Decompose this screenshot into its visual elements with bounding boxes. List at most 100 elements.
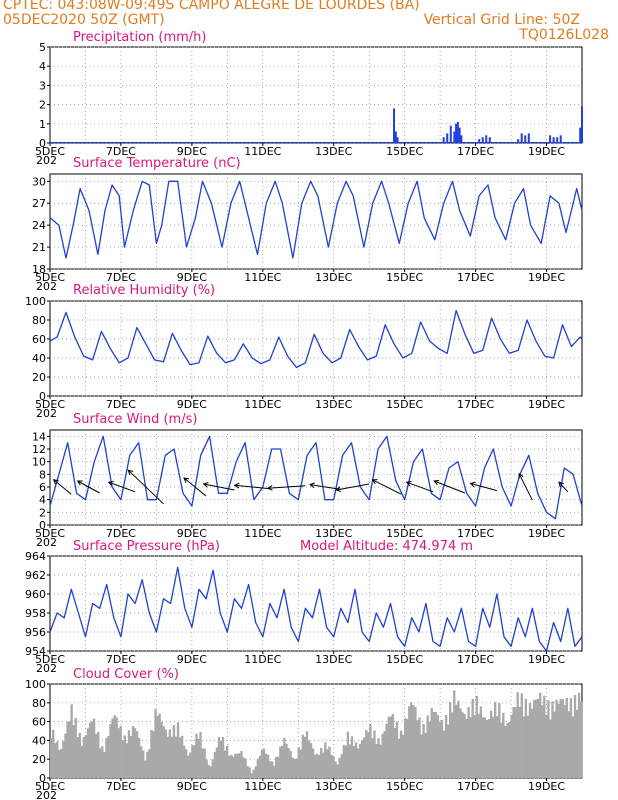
- y-tick-label: 18: [32, 263, 46, 276]
- cloud-bar: [473, 715, 476, 778]
- panel-title-humidity: Relative Humidity (%): [73, 283, 216, 298]
- cloud-bar: [309, 743, 313, 778]
- cloud-bar: [275, 756, 278, 778]
- cloud-bar: [60, 748, 63, 778]
- cloud-bar: [178, 737, 182, 778]
- cloud-bar: [164, 729, 167, 778]
- cloud-bar: [477, 713, 480, 778]
- cloud-bar: [82, 736, 86, 778]
- cloud-bar: [577, 692, 581, 778]
- x-year-label: 202: [36, 280, 57, 293]
- precip-bar: [449, 125, 452, 143]
- wind-arrow-head: [266, 485, 273, 491]
- cloud-bar: [496, 716, 499, 778]
- cloud-bar: [358, 743, 362, 778]
- y-tick-label: 4: [39, 494, 46, 507]
- cloud-bar: [420, 734, 423, 778]
- cloud-bar: [260, 749, 264, 778]
- cloud-bar: [324, 742, 327, 778]
- x-tick-label: 13DEC: [315, 780, 352, 793]
- x-tick-label: 7DEC: [106, 780, 136, 793]
- cloud-bar: [348, 744, 352, 778]
- x-tick-label: 5DEC: [35, 653, 65, 666]
- wind-arrow: [558, 481, 569, 493]
- cloud-bar: [68, 721, 71, 778]
- cloud-bar: [465, 718, 468, 778]
- cloud-bar: [426, 715, 429, 778]
- cloud-bar: [403, 718, 407, 778]
- x-tick-label: 11DEC: [244, 271, 281, 284]
- cloud-bar: [322, 752, 325, 778]
- model-altitude-label: Model Altitude: 474.974 m: [300, 539, 474, 554]
- cloud-bar: [105, 738, 108, 778]
- cloud-bar: [113, 715, 116, 778]
- wind-arrow: [53, 479, 72, 495]
- cloud-bar: [64, 733, 67, 778]
- cloud-bar: [338, 757, 341, 778]
- x-tick-label: 11DEC: [244, 653, 281, 666]
- wind-arrow-head: [558, 481, 564, 488]
- plot-frame: [49, 173, 583, 270]
- precip-bar: [485, 135, 488, 143]
- x-tick-label: 7DEC: [106, 398, 136, 411]
- cloud-bar: [305, 731, 309, 778]
- cloud-bar: [536, 698, 540, 778]
- cloud-bar: [387, 716, 390, 778]
- cloud-bar: [475, 695, 478, 778]
- precip-bar: [488, 137, 491, 143]
- wind-arrow-head: [469, 481, 476, 488]
- x-tick-label: 7DEC: [106, 271, 136, 284]
- y-tick-label: 20: [32, 753, 46, 766]
- wind-arrow-head: [518, 472, 524, 479]
- cloud-bar: [446, 724, 450, 778]
- y-tick-label: 27: [32, 197, 46, 210]
- cloud-bar: [289, 750, 292, 778]
- y-tick-label: 2: [39, 99, 46, 112]
- cloud-bar: [567, 711, 571, 778]
- cloud-bar: [350, 736, 354, 778]
- cloud-bar: [367, 732, 370, 778]
- cloud-bar: [379, 744, 382, 778]
- y-tick-label: 14: [32, 430, 46, 443]
- cloud-bar: [54, 743, 57, 778]
- cloud-bar: [268, 761, 272, 778]
- cloud-bar: [92, 718, 96, 778]
- y-tick-label: 3: [39, 79, 46, 92]
- x-tick-label: 11DEC: [244, 145, 281, 158]
- x-tick-label: 5DEC: [35, 527, 65, 540]
- precip-bar: [517, 139, 520, 143]
- precip-bar: [394, 131, 397, 143]
- cloud-bar: [285, 743, 288, 778]
- precip-bar: [396, 137, 399, 143]
- x-tick-label: 15DEC: [386, 145, 423, 158]
- panel-title-precipitation: Precipitation (mm/h): [73, 30, 207, 45]
- cloud-bar: [332, 756, 335, 778]
- wind-arrow: [127, 469, 164, 505]
- cloud-bar: [555, 699, 558, 778]
- cloud-bar: [170, 736, 174, 778]
- precip-bar: [393, 108, 396, 143]
- cloud-bar: [283, 737, 286, 778]
- x-tick-label: 17DEC: [457, 398, 494, 411]
- cloud-bar: [532, 700, 536, 778]
- cloud-bar: [56, 741, 59, 778]
- y-tick-label: 80: [32, 697, 46, 710]
- x-tick-label: 19DEC: [528, 271, 565, 284]
- cloud-bar: [487, 719, 491, 778]
- x-tick-label: 5DEC: [35, 145, 65, 158]
- cloud-bar: [565, 697, 568, 778]
- cloud-bar: [313, 754, 317, 778]
- plot-frame: [49, 46, 583, 144]
- cloud-bar: [440, 719, 444, 778]
- cloud-bar: [354, 742, 358, 778]
- x-tick-label: 15DEC: [386, 780, 423, 793]
- cloud-bar: [365, 730, 368, 778]
- precip-bar: [549, 135, 552, 143]
- cloud-bar: [361, 740, 364, 778]
- y-tick-label: 8: [39, 468, 46, 481]
- cloud-bar: [393, 727, 397, 778]
- cloud-bar: [160, 721, 163, 778]
- wind-arrow-head: [183, 477, 190, 483]
- cloud-bar: [422, 724, 425, 778]
